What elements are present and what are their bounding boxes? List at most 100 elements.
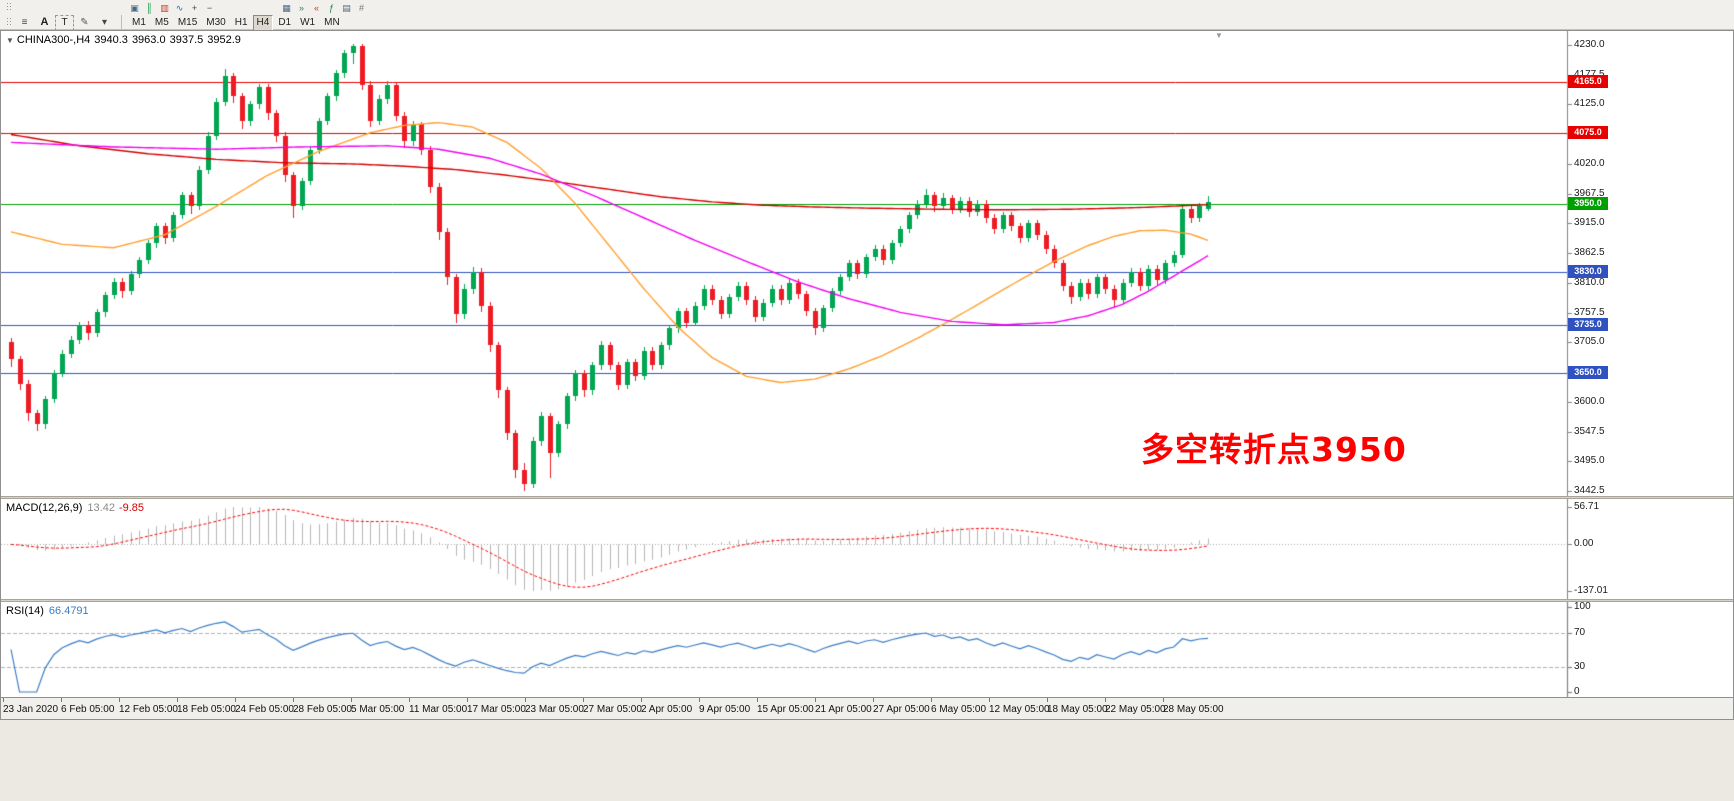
macd-tick-label: 0.00 <box>1574 538 1594 550</box>
panel-separator-macd[interactable] <box>1 496 1733 499</box>
macd-chart-canvas[interactable] <box>1 499 1733 599</box>
time-axis-label: 27 Apr 05:00 <box>873 704 930 715</box>
price-tick-label: 4125.0 <box>1574 98 1605 110</box>
time-axis-label: 12 May 05:00 <box>989 704 1050 715</box>
timeframe-button-h4[interactable]: H4 <box>252 15 274 31</box>
toolbar-separator <box>121 14 122 29</box>
draw-tool-icon[interactable]: ✎ <box>75 15 94 31</box>
macd-label: MACD(12,26,9) 13.42 -9.85 <box>6 502 144 514</box>
time-axis-label: 18 Feb 05:00 <box>177 704 236 715</box>
time-tick <box>177 698 178 702</box>
time-axis-label: 6 Feb 05:00 <box>61 704 115 715</box>
time-tick <box>873 698 874 702</box>
chart-collapse-icon[interactable]: ▼ <box>6 36 14 45</box>
auto-scroll-icon[interactable]: » <box>298 2 304 13</box>
price-tick-label: 3442.5 <box>1574 485 1605 496</box>
time-tick <box>989 698 990 702</box>
time-tick <box>931 698 932 702</box>
time-tick <box>293 698 294 702</box>
hline-price-flag: 3735.0 <box>1568 318 1608 332</box>
text-box-tool[interactable]: T <box>55 14 74 31</box>
price-axis[interactable]: 4230.04177.54125.04072.54020.03967.53915… <box>1567 31 1733 496</box>
price-tick-label: 3705.0 <box>1574 336 1605 348</box>
timeframe-button-m5[interactable]: M5 <box>151 15 173 31</box>
time-tick <box>525 698 526 702</box>
indicators-icon[interactable]: ƒ <box>328 2 334 13</box>
rsi-tick-label: 100 <box>1574 602 1591 612</box>
time-axis[interactable]: 23 Jan 2020 6 Feb 05:00 12 Feb 05:00 18 Feb… <box>1 697 1733 719</box>
time-axis-label: 15 Apr 05:00 <box>757 704 814 715</box>
time-tick <box>119 698 120 702</box>
time-tick <box>757 698 758 702</box>
price-tick-label: 3915.0 <box>1574 217 1605 229</box>
macd-axis[interactable]: 56.71 0.00 -137.01 <box>1567 499 1733 599</box>
price-tick-label: 3862.5 <box>1574 247 1605 259</box>
dropdown-caret-icon[interactable]: ▾ <box>95 15 114 31</box>
text-label-tool[interactable]: A <box>35 14 54 30</box>
price-tick-label: 4177.5 <box>1574 69 1605 81</box>
price-tick-label: 3967.5 <box>1574 187 1605 199</box>
window-tools-icon-group: ▦ » « ƒ ▤ # <box>279 1 369 13</box>
price-tick-label: 4230.0 <box>1574 39 1605 50</box>
zoom-out-icon[interactable]: − <box>206 2 213 13</box>
chart-objects-icon[interactable]: ≡ <box>15 15 34 31</box>
toolbar-row-main: ≡ A T ✎ ▾ M1 M5 M15 M30 H1 H4 D1 W1 MN <box>0 12 1734 31</box>
zoom-in-icon[interactable]: + <box>191 2 198 13</box>
timeframe-button-d1[interactable]: D1 <box>274 15 295 31</box>
macd-title: MACD(12,26,9) <box>6 502 83 514</box>
rsi-chart-canvas[interactable] <box>1 602 1733 697</box>
chart-annotation-text[interactable]: 多空转折点3950 <box>1141 430 1407 469</box>
new-chart-icon[interactable]: ▣ <box>130 2 139 13</box>
chart-shift-icon[interactable]: « <box>313 2 319 13</box>
hline-price-flag: 3950.0 <box>1568 196 1608 210</box>
time-axis-label: 28 May 05:00 <box>1163 704 1224 715</box>
panel-separator-rsi[interactable] <box>1 599 1733 602</box>
chart-type-icon-group: ▣ ║ ▥ ∿ + − <box>127 1 217 13</box>
toolbar-drag-handle[interactable] <box>6 1 11 12</box>
tile-windows-icon[interactable]: ▦ <box>282 2 291 13</box>
grid-icon[interactable]: # <box>358 2 364 13</box>
time-tick <box>3 698 4 702</box>
time-axis-label: 21 Apr 05:00 <box>815 704 872 715</box>
hline-price-flag: 4165.0 <box>1568 74 1608 88</box>
toolbar: ▣ ║ ▥ ∿ + − ▦ » « ƒ ▤ # ≡ A T ✎ ▾ M1 M5 M15 M30 H1 H4 D1 W1 MN <box>0 0 1734 31</box>
rsi-axis[interactable]: 100 70 30 0 <box>1567 602 1733 697</box>
chart-shift-marker-icon[interactable]: ▼ <box>1215 31 1223 40</box>
price-tick-label: 3547.5 <box>1574 425 1605 437</box>
time-axis-label: 27 Mar 05:00 <box>583 704 642 715</box>
timeframe-button-h1[interactable]: H1 <box>231 15 252 31</box>
time-axis-label: 9 Apr 05:00 <box>699 704 751 715</box>
macd-tick-label: -137.01 <box>1574 585 1608 596</box>
time-tick <box>1105 698 1106 702</box>
rsi-tick-label: 0 <box>1574 686 1580 697</box>
hline-price-flag: 4075.0 <box>1568 125 1608 139</box>
time-axis-label: 2 Apr 05:00 <box>641 704 693 715</box>
rsi-tick-label: 30 <box>1574 660 1586 672</box>
time-axis-label: 12 Feb 05:00 <box>119 704 178 715</box>
time-axis-label: 23 Jan 2020 <box>3 704 59 715</box>
timeframe-button-group: M1 M5 M15 M30 H1 H4 D1 W1 MN <box>128 12 345 31</box>
bar-chart-icon[interactable]: ▥ <box>160 2 169 13</box>
hline-price-flag: 3830.0 <box>1568 264 1608 278</box>
rsi-panel: RSI(14) 66.4791 100 70 30 0 <box>1 602 1733 697</box>
timeframe-button-w1[interactable]: W1 <box>296 15 319 31</box>
line-chart-icon[interactable]: ∿ <box>175 2 184 13</box>
toolbar-drag-handle-2[interactable] <box>6 16 11 27</box>
time-tick <box>1047 698 1048 702</box>
templates-icon[interactable]: ▤ <box>342 2 351 13</box>
time-tick <box>61 698 62 702</box>
timeframe-button-m30[interactable]: M30 <box>202 15 229 31</box>
timeframe-button-m1[interactable]: M1 <box>128 15 150 31</box>
time-tick <box>235 698 236 702</box>
time-tick <box>815 698 816 702</box>
timeframe-button-mn[interactable]: MN <box>320 15 344 31</box>
toolbar-row-top: ▣ ║ ▥ ∿ + − ▦ » « ƒ ▤ # <box>0 0 1734 13</box>
candlestick-chart-icon[interactable]: ║ <box>146 2 153 13</box>
price-chart-canvas[interactable] <box>1 31 1733 496</box>
ohlc-open: 3940.3 <box>94 34 128 46</box>
time-tick <box>699 698 700 702</box>
time-tick <box>1163 698 1164 702</box>
time-axis-label: 11 Mar 05:00 <box>409 704 468 715</box>
timeframe-button-m15[interactable]: M15 <box>174 15 201 31</box>
